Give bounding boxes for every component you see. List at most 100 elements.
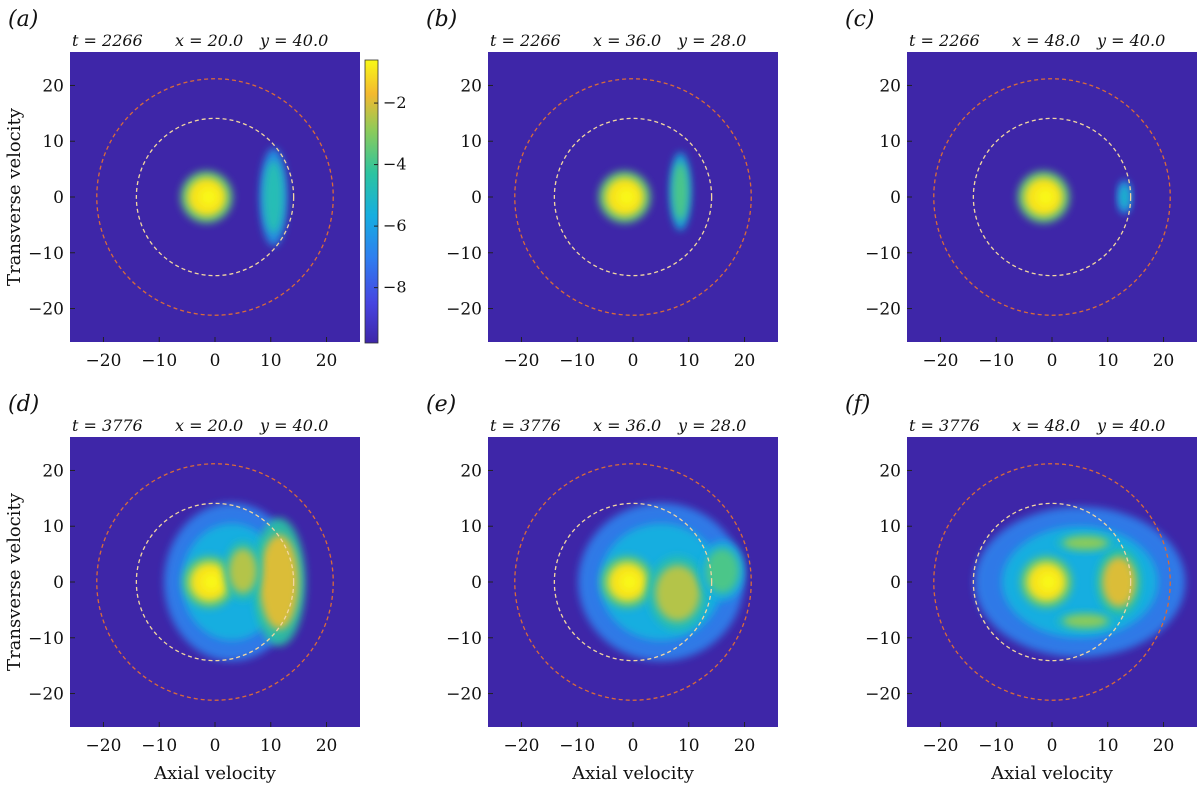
x-tick-label: 20	[734, 351, 756, 371]
x-tick-label: 20	[316, 736, 338, 756]
x-tick-label: 20	[1153, 351, 1175, 371]
density-blob	[705, 548, 739, 594]
x-axis-label: Axial velocity	[571, 763, 695, 784]
dashed-circle	[933, 78, 1171, 316]
x-tick-label: 10	[678, 736, 700, 756]
panel-title: t = 3776 x = 20.0 y = 40.0	[72, 416, 328, 435]
panel-label: (e)	[426, 392, 456, 417]
density-peak	[199, 188, 218, 206]
x-tick-label: −10	[559, 351, 595, 371]
y-tick-label: 10	[42, 517, 64, 537]
dashed-circle	[972, 502, 1132, 662]
dashed-circle	[135, 117, 295, 277]
panel-title: t = 2266 x = 48.0 y = 40.0	[909, 31, 1165, 50]
x-tick-label: 0	[628, 736, 639, 756]
y-tick-label: 20	[879, 76, 901, 96]
density-blob	[263, 160, 284, 234]
dashed-circle	[514, 78, 752, 316]
y-tick-label: −20	[865, 685, 901, 705]
colorbar-tick-label: −8	[383, 278, 407, 297]
x-tick-label: 20	[734, 736, 756, 756]
colorbar-tick-label: −6	[383, 216, 407, 235]
x-tick-label: 10	[1097, 351, 1119, 371]
y-tick-label: 10	[879, 132, 901, 152]
dashed-circle	[553, 117, 713, 277]
panel-label: (a)	[8, 7, 38, 32]
x-tick-label: −20	[923, 736, 959, 756]
x-tick-label: −20	[86, 351, 122, 371]
y-tick-label: 0	[53, 188, 64, 208]
colorbar-tick-label: −4	[383, 155, 407, 174]
x-tick-label: 20	[316, 351, 338, 371]
x-tick-label: 20	[1153, 736, 1175, 756]
panel-title-time: t = 3776	[909, 416, 980, 435]
x-axis-label: Axial velocity	[990, 763, 1114, 784]
y-tick-label: 0	[471, 573, 482, 593]
dashed-circle	[933, 463, 1171, 701]
density-peak	[617, 188, 636, 206]
density-blob	[672, 162, 689, 221]
panel-title-y: y = 28.0	[677, 31, 746, 50]
panel-b: −20 −10 0 10 20 −20 −10 0 10 20 (b) t = 2266 x = 36.…	[426, 7, 778, 371]
y-tick-label: 20	[460, 76, 482, 96]
x-tick-label: 10	[1097, 736, 1119, 756]
density-peak	[620, 573, 639, 591]
y-tick-label: −20	[446, 685, 482, 705]
y-tick-label: −20	[865, 300, 901, 320]
dashed-circle	[135, 502, 295, 662]
colorbar-gradient	[364, 59, 379, 344]
density-peak	[1036, 188, 1055, 206]
panel-title-time: t = 2266	[490, 31, 561, 50]
x-tick-label: 0	[1047, 736, 1058, 756]
y-tick-label: 20	[42, 76, 64, 96]
density-blob	[1063, 536, 1108, 550]
x-tick-label: −10	[559, 736, 595, 756]
density-peak	[1039, 573, 1058, 591]
panel-title-time: t = 2266	[909, 31, 980, 50]
colorbar: −2 −4 −6 −8	[364, 59, 407, 344]
panel-title-x: x = 20.0	[175, 31, 243, 50]
y-tick-label: 0	[53, 573, 64, 593]
density-peak	[202, 573, 221, 591]
x-tick-label: 10	[260, 736, 282, 756]
density-blob	[1119, 184, 1130, 210]
panel-a: −20 −10 0 10 20 −20 −10 0 10 20 (a) t = 2266 x = 20.…	[4, 7, 360, 371]
y-axis-label: Transverse velocity	[4, 492, 25, 671]
dashed-circle	[96, 463, 334, 701]
y-tick-label: 0	[471, 188, 482, 208]
panel-title-x: x = 48.0	[1012, 416, 1080, 435]
panel-title-y: y = 40.0	[259, 416, 328, 435]
density-blob	[655, 565, 700, 622]
y-tick-label: −10	[28, 629, 64, 649]
y-tick-label: 10	[460, 132, 482, 152]
y-tick-label: 0	[890, 573, 901, 593]
x-tick-label: 0	[1047, 351, 1058, 371]
dashed-circle	[96, 78, 334, 316]
x-tick-label: −10	[978, 351, 1014, 371]
y-tick-label: 20	[42, 461, 64, 481]
y-tick-label: 10	[42, 132, 64, 152]
x-tick-label: 10	[260, 351, 282, 371]
panel-title-x: x = 36.0	[593, 31, 661, 50]
y-tick-label: −10	[865, 629, 901, 649]
density-blob	[1102, 556, 1136, 608]
panel-title: t = 3776 x = 48.0 y = 40.0	[909, 416, 1165, 435]
panel-label: (d)	[8, 392, 39, 417]
density-blob	[259, 534, 299, 630]
panel-f: −20 −10 0 10 20 −20 −10 0 10 20 (f) t = 3776 x = 48.…	[845, 392, 1197, 784]
y-tick-label: 20	[460, 461, 482, 481]
panel-title-x: x = 36.0	[593, 416, 661, 435]
x-tick-label: −10	[141, 736, 177, 756]
x-tick-label: −20	[86, 736, 122, 756]
panel-title: t = 3776 x = 36.0 y = 28.0	[490, 416, 746, 435]
x-axis-label: Axial velocity	[153, 763, 277, 784]
x-tick-label: −10	[141, 351, 177, 371]
y-tick-label: 10	[460, 517, 482, 537]
y-tick-label: −10	[28, 244, 64, 264]
panel-title: t = 2266 x = 36.0 y = 28.0	[490, 31, 746, 50]
panel-title-y: y = 28.0	[677, 416, 746, 435]
y-tick-label: −20	[28, 300, 64, 320]
density-blob	[1063, 614, 1108, 628]
dashed-circle	[514, 463, 752, 701]
panel-title-x: x = 20.0	[175, 416, 243, 435]
